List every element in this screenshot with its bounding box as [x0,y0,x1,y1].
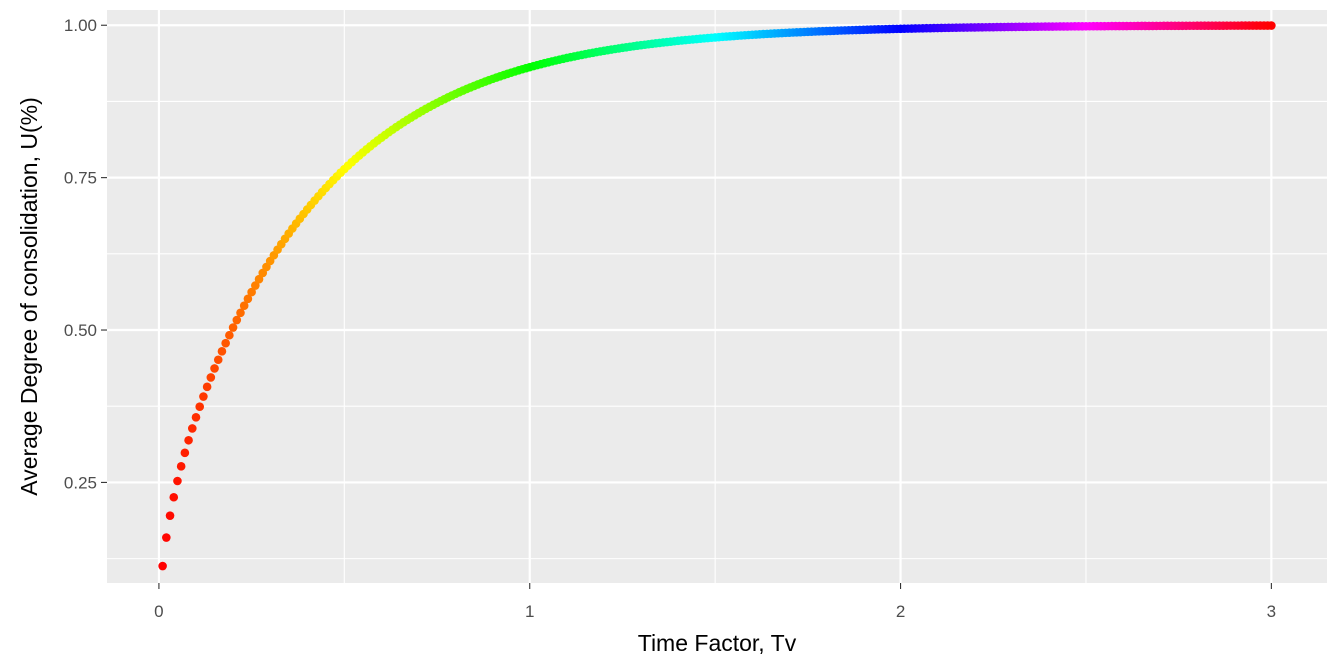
data-point [180,448,190,458]
data-point [247,287,256,297]
data-point [206,373,216,382]
y-axis-title: Average Degree of consolidation, U(%) [16,97,42,495]
data-point [1267,21,1276,30]
data-point [254,274,264,284]
data-point [243,294,253,304]
data-point [202,382,212,392]
y-tick-label: 0.50 [64,321,97,340]
data-point [228,323,238,332]
data-point [199,392,208,401]
data-point [184,435,193,445]
data-point [210,364,219,373]
data-point [187,424,197,433]
x-tick-label: 3 [1267,602,1276,621]
x-axis-ticks: 0 1 2 3 [154,583,1276,621]
y-tick-label: 0.25 [64,473,97,492]
data-point [165,511,175,520]
data-point [251,281,260,290]
data-point [158,561,167,571]
data-point [217,347,227,356]
data-point [176,462,186,471]
data-point [173,476,182,486]
data-point [236,308,245,318]
data-point [169,492,179,502]
y-tick-label: 1.00 [64,16,97,35]
data-point [225,330,234,340]
plot-panel [107,10,1327,583]
y-tick-label: 0.75 [64,169,97,188]
x-tick-label: 2 [896,602,905,621]
data-point [232,315,242,325]
data-point [162,533,171,542]
data-point [191,413,201,422]
data-point [239,301,249,311]
x-axis-title: Time Factor, Tv [638,630,797,656]
x-tick-label: 0 [154,602,163,621]
minor-gridlines [107,10,1327,583]
y-axis-ticks: 0.25 0.50 0.75 1.00 [64,16,107,492]
data-points [158,21,1276,571]
data-point [221,338,230,348]
data-point [195,402,205,411]
data-point [213,355,223,365]
x-tick-label: 1 [525,602,534,621]
